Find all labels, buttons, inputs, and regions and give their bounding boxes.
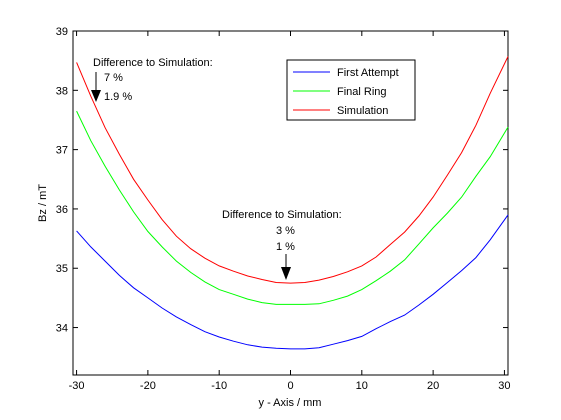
- annotation-center-value-1: 3 %: [276, 225, 295, 237]
- axis-ticks: -30 -20 -10 0 10 20 30 34 35 36 37 38 39: [56, 26, 511, 392]
- annotation-left-title: Difference to Simulation:: [93, 57, 213, 69]
- y-tick-label: 39: [56, 26, 68, 38]
- annotation-center-value-2: 1 %: [276, 241, 295, 253]
- series-line-simulation: [76, 56, 509, 284]
- x-tick-label: -20: [140, 380, 156, 392]
- y-tick-label: 35: [56, 263, 68, 275]
- annotation-left: Difference to Simulation: 7 % 1.9 %: [91, 57, 213, 103]
- y-tick-label: 36: [56, 204, 68, 216]
- legend-label-simulation: Simulation: [337, 105, 388, 117]
- x-axis-label: y - Axis / mm: [259, 397, 322, 409]
- annotation-center: Difference to Simulation: 3 % 1 %: [222, 209, 342, 280]
- x-tick-label: 10: [356, 380, 368, 392]
- x-tick-label: -30: [69, 380, 85, 392]
- x-tick-label: 20: [427, 380, 439, 392]
- legend: First Attempt Final Ring Simulation: [286, 59, 416, 121]
- y-tick-label: 38: [56, 85, 68, 97]
- series-line-first-attempt: [76, 214, 509, 350]
- annotation-center-title: Difference to Simulation:: [222, 209, 342, 221]
- legend-label-final-ring: Final Ring: [337, 86, 387, 98]
- series-lines: [76, 56, 509, 350]
- annotation-left-arrowhead: [91, 90, 101, 102]
- series-line-final-ring: [76, 110, 509, 305]
- y-tick-label: 34: [56, 323, 68, 335]
- x-tick-label: 0: [287, 380, 293, 392]
- annotation-left-value-1: 7 %: [104, 72, 123, 84]
- annotation-left-value-2: 1.9 %: [104, 91, 132, 103]
- x-tick-label: 30: [498, 380, 510, 392]
- x-tick-label: -10: [211, 380, 227, 392]
- annotation-center-arrowhead: [281, 267, 291, 280]
- y-tick-label: 37: [56, 145, 68, 157]
- legend-label-first-attempt: First Attempt: [337, 67, 399, 79]
- y-axis-label: Bz / mT: [37, 184, 49, 222]
